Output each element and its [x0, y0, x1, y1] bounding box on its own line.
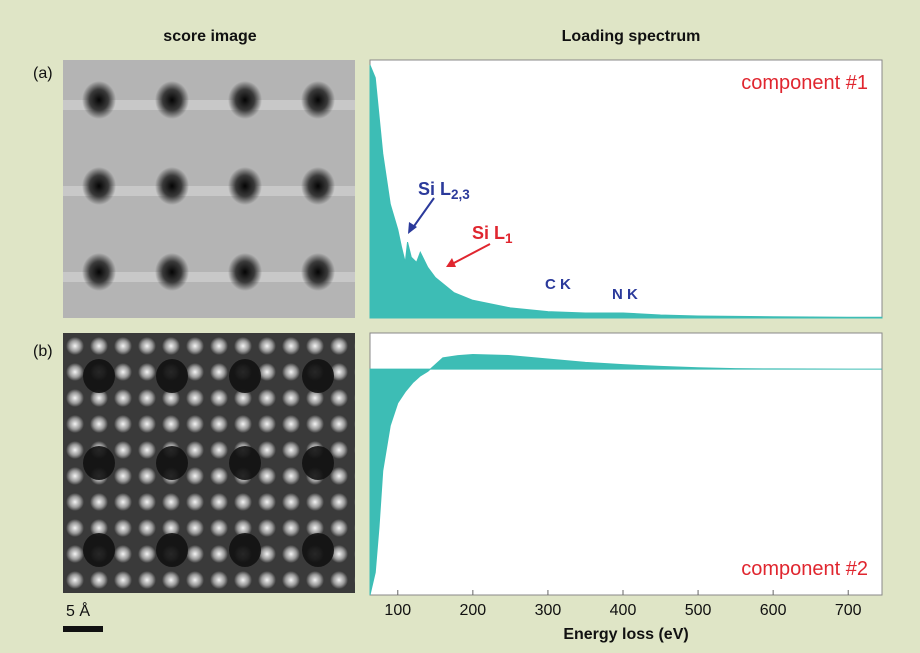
- annotation-text: Si L: [418, 179, 451, 199]
- annotation-text: C K: [545, 276, 571, 293]
- x-tick-label: 200: [459, 602, 486, 619]
- plot-area: [370, 333, 882, 595]
- column-header: score image: [163, 28, 256, 45]
- scale-bar: [63, 626, 103, 632]
- x-tick-label: 600: [760, 602, 787, 619]
- panel-label: (b): [33, 343, 53, 360]
- x-tick-label: 700: [835, 602, 862, 619]
- x-tick-label: 100: [384, 602, 411, 619]
- x-axis-title: Energy loss (eV): [563, 626, 688, 643]
- x-tick-label: 400: [610, 602, 637, 619]
- x-tick-label: 500: [685, 602, 712, 619]
- annotation-text: component #1: [741, 72, 868, 94]
- annotation: N K: [612, 286, 638, 303]
- score-image-overlay: [63, 333, 355, 593]
- scale-bar-label: 5 Å: [66, 601, 90, 620]
- x-tick-label: 300: [535, 602, 562, 619]
- panel-label: (a): [33, 65, 53, 82]
- annotation-text: Si L: [472, 223, 505, 243]
- annotation: C K: [545, 276, 571, 293]
- annotation-text: component #2: [741, 558, 868, 580]
- column-header: Loading spectrum: [562, 28, 701, 45]
- figure: score image Loading spectrum (a) (b) 5 Å…: [0, 0, 920, 653]
- annotation: component #2: [741, 558, 868, 580]
- score-image: [63, 60, 355, 318]
- annotation-text: N K: [612, 286, 638, 303]
- annotation: component #1: [741, 72, 868, 94]
- annotation-subscript: 2,3: [451, 187, 470, 202]
- annotation-subscript: 1: [505, 231, 513, 246]
